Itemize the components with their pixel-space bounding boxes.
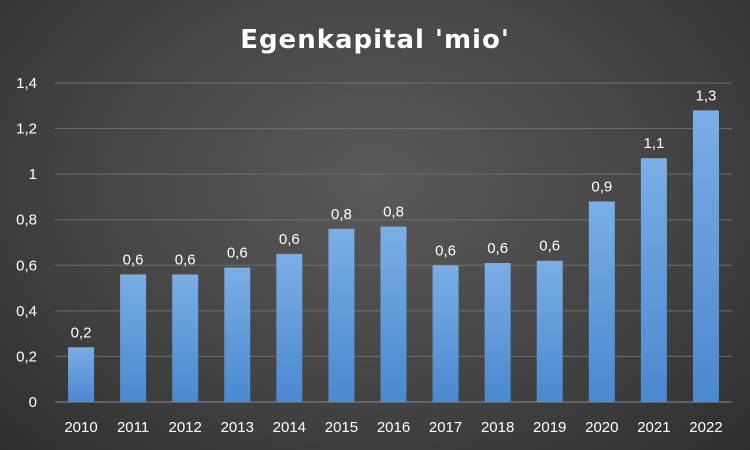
x-tick-label: 2010 [64, 419, 97, 436]
bar [536, 260, 563, 402]
y-tick-label: 1 [29, 166, 37, 183]
data-label: 1,1 [643, 135, 664, 152]
x-axis-tick-labels: 2010 2011 2012 2013 2014 2015 2016 2017 2018 2019… [64, 419, 722, 436]
x-tick-label: 2012 [169, 419, 202, 436]
bar [640, 158, 667, 402]
x-tick-label: 2021 [637, 419, 670, 436]
bar [484, 263, 511, 402]
bar [588, 201, 615, 402]
x-tick-label: 2020 [585, 419, 618, 436]
bar [432, 265, 459, 402]
bar [120, 274, 147, 402]
x-tick-label: 2022 [689, 419, 722, 436]
bar [276, 253, 303, 402]
data-label: 0,6 [279, 231, 300, 248]
x-tick-label: 2016 [377, 419, 410, 436]
y-tick-label: 0,8 [16, 212, 37, 229]
bar [224, 267, 251, 402]
bar [328, 228, 355, 402]
y-axis-tick-labels: 0 0,2 0,4 0,6 0,8 1 1,2 1,4 [16, 75, 37, 411]
bars [68, 110, 719, 402]
y-tick-label: 1,2 [16, 121, 37, 138]
y-tick-label: 1,4 [16, 75, 37, 92]
x-tick-label: 2017 [429, 419, 462, 436]
x-tick-label: 2015 [325, 419, 358, 436]
y-tick-label: 0 [29, 394, 37, 411]
data-label: 0,6 [539, 238, 560, 255]
data-label: 0,6 [123, 251, 144, 268]
y-tick-label: 0,2 [16, 348, 37, 365]
x-tick-label: 2011 [117, 419, 149, 436]
x-tick-label: 2019 [533, 419, 566, 436]
bar [68, 347, 95, 402]
bar [692, 110, 719, 402]
data-label: 0,6 [227, 245, 248, 262]
x-tick-label: 2018 [481, 419, 514, 436]
y-tick-label: 0,4 [16, 303, 37, 320]
bar [172, 274, 199, 402]
data-label: 0,6 [487, 240, 508, 257]
data-label: 0,8 [331, 206, 352, 223]
data-label: 0,6 [175, 251, 196, 268]
data-labels: 0,2 0,6 0,6 0,6 0,6 0,8 0,8 0,6 0,6 0,6 0,9 1,1 1,3 [71, 87, 717, 341]
chart-title: Egenkapital 'mio' [240, 25, 510, 55]
x-tick-label: 2014 [273, 419, 306, 436]
data-label: 0,6 [435, 242, 456, 259]
bar [380, 226, 407, 402]
y-tick-label: 0,6 [16, 257, 37, 274]
data-label: 0,9 [591, 178, 612, 195]
data-label: 0,8 [383, 204, 404, 221]
data-label: 1,3 [696, 87, 717, 104]
x-tick-label: 2013 [221, 419, 254, 436]
data-label: 0,2 [71, 324, 92, 341]
